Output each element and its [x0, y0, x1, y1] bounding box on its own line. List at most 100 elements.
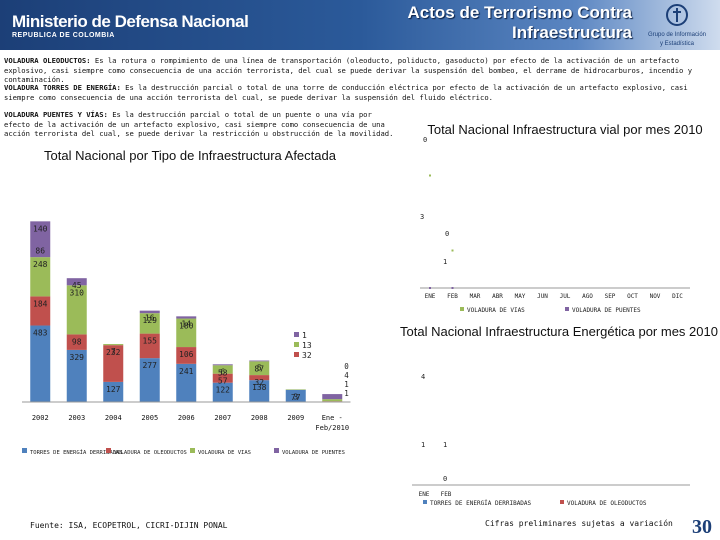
bar-data-label: 155 — [143, 337, 158, 346]
bar-segment — [66, 349, 87, 402]
bar-segment — [176, 318, 197, 348]
bar-segment — [285, 389, 306, 402]
month-tick-label: FEB — [441, 491, 452, 498]
chart1-title: Total Nacional por Tipo de Infraestructu… — [44, 148, 336, 163]
month-tick-label: FEB — [447, 293, 458, 300]
definition-term: VOLADURA PUENTES Y VÍAS: — [4, 110, 108, 119]
line-point — [429, 174, 431, 177]
title-line-2: Infraestructura — [512, 23, 632, 42]
line-point — [429, 287, 431, 289]
bar-data-label: 1 — [344, 389, 349, 398]
bar-data-label: 6 — [220, 367, 225, 376]
point-label: 1 — [443, 441, 447, 449]
bar-data-label: 7 — [111, 347, 116, 356]
bar-data-label: 138 — [252, 383, 267, 392]
bar-data-label: 483 — [33, 329, 48, 338]
bar-data-label: 14 — [181, 319, 191, 328]
chart3-title: Total Nacional Infraestructura Energétic… — [400, 324, 718, 339]
bar-data-label: 1 — [302, 331, 307, 340]
month-tick-label: NOV — [650, 293, 661, 300]
source-note: Fuente: ISA, ECOPETROL, CICRI-DIJIN PONA… — [30, 521, 228, 530]
bar-data-label: 87 — [254, 364, 264, 373]
month-tick-label: SEP — [605, 293, 616, 300]
bar-segment — [322, 399, 343, 402]
definition-term: VOLADURA TORRES DE ENERGÍA: — [4, 83, 121, 92]
legend-label: TORRES DE ENERGÍA DERRIBADAS — [430, 499, 532, 507]
month-tick-label: ABR — [492, 293, 503, 300]
legend-swatch — [106, 448, 111, 453]
month-tick-label: JUN — [537, 293, 548, 300]
legend-label: VOLADURA DE OLEODUCTOS — [114, 450, 187, 456]
grupo-logo: Grupo de Información y Estadística — [638, 4, 716, 47]
definition-text: Es la destrucción parcial o total de un … — [4, 110, 394, 138]
bar-data-label: 32 — [254, 378, 264, 387]
definition-puentes: VOLADURA PUENTES Y VÍAS: Es la destrucci… — [4, 110, 394, 139]
definition-text: Es la destrucción parcial o total de una… — [4, 83, 688, 102]
bar-segment — [212, 364, 233, 366]
x-tick-label: 2006 — [178, 414, 195, 422]
line-point — [451, 287, 454, 289]
legend-swatch — [190, 448, 195, 453]
bar-data-label: 241 — [179, 367, 194, 376]
bar-segment — [139, 310, 160, 314]
x-tick-label: 2004 — [105, 414, 122, 422]
bar-segment — [30, 221, 51, 244]
bar-segment — [249, 361, 270, 376]
x-tick-label: 2002 — [32, 414, 49, 422]
preliminary-note: Cifras preliminares sujetas a variación — [485, 519, 673, 528]
bar-segment — [176, 363, 197, 402]
definition-term: VOLADURA OLEODUCTOS: — [4, 56, 91, 65]
x-tick-label: 2008 — [251, 414, 268, 422]
point-label: 0 — [443, 475, 447, 483]
x-tick-label: 2003 — [68, 414, 85, 422]
month-tick-label: MAR — [470, 293, 481, 300]
bar-data-label: 140 — [33, 224, 48, 233]
bar-segment — [139, 313, 160, 334]
bar-data-label: 1 — [344, 380, 349, 389]
x-tick-label: 2009 — [287, 414, 304, 422]
grupo-icon — [666, 4, 688, 26]
definition-text: Es la rotura o rompimiento de una línea … — [4, 56, 693, 84]
month-tick-label: ENE — [425, 293, 436, 300]
line-point — [451, 249, 454, 252]
bar-data-label: 248 — [33, 260, 48, 269]
chart2-title: Total Nacional Infraestructura vial por … — [427, 122, 703, 137]
bar-data-label: 184 — [33, 299, 48, 308]
ministry-logo: Ministerio de Defensa Nacional REPUBLICA… — [6, 4, 249, 46]
bar-segment — [66, 334, 87, 350]
bar-data-label: 310 — [70, 288, 85, 297]
bar-data-label: 16 — [145, 314, 155, 323]
header-banner: Ministerio de Defensa Nacional REPUBLICA… — [0, 0, 720, 50]
bar-segment — [103, 381, 124, 402]
bar-data-label: 98 — [72, 337, 82, 346]
bar-segment — [322, 394, 343, 400]
legend-swatch — [294, 332, 299, 337]
bar-data-label: 53 — [218, 368, 228, 377]
legend-label: TORRES DE ENERGÍA DERRIBADAS — [30, 448, 123, 456]
bar-segment — [249, 380, 270, 402]
point-label: 4 — [421, 373, 425, 381]
bar-segment — [103, 345, 124, 382]
month-tick-label: OCT — [627, 293, 638, 300]
point-label: 1 — [443, 258, 447, 266]
x-tick-label: 2005 — [141, 414, 158, 422]
bar-data-label: 232 — [106, 348, 121, 357]
month-tick-label: DIC — [672, 293, 683, 300]
bar-segment — [30, 296, 51, 326]
bar-segment — [66, 278, 87, 286]
bar-segment — [212, 365, 233, 374]
month-tick-label: MAY — [515, 293, 526, 300]
bar-data-label: 4 — [344, 371, 349, 380]
bar-segment — [30, 325, 51, 402]
bar-segment — [212, 373, 233, 383]
bar-data-label: 5 — [257, 364, 262, 373]
x-tick-label: Ene -Feb/2010 — [315, 414, 349, 432]
bar-segment — [103, 344, 124, 346]
bar-data-label: 13 — [302, 341, 312, 350]
bar-data-label: 122 — [216, 386, 231, 395]
page-number: 30 — [692, 516, 712, 538]
bar-data-label: 77 — [291, 393, 301, 402]
grupo-line-1: Grupo de Información — [647, 32, 707, 38]
bar-segment — [30, 257, 51, 297]
bar-segment — [66, 285, 87, 335]
